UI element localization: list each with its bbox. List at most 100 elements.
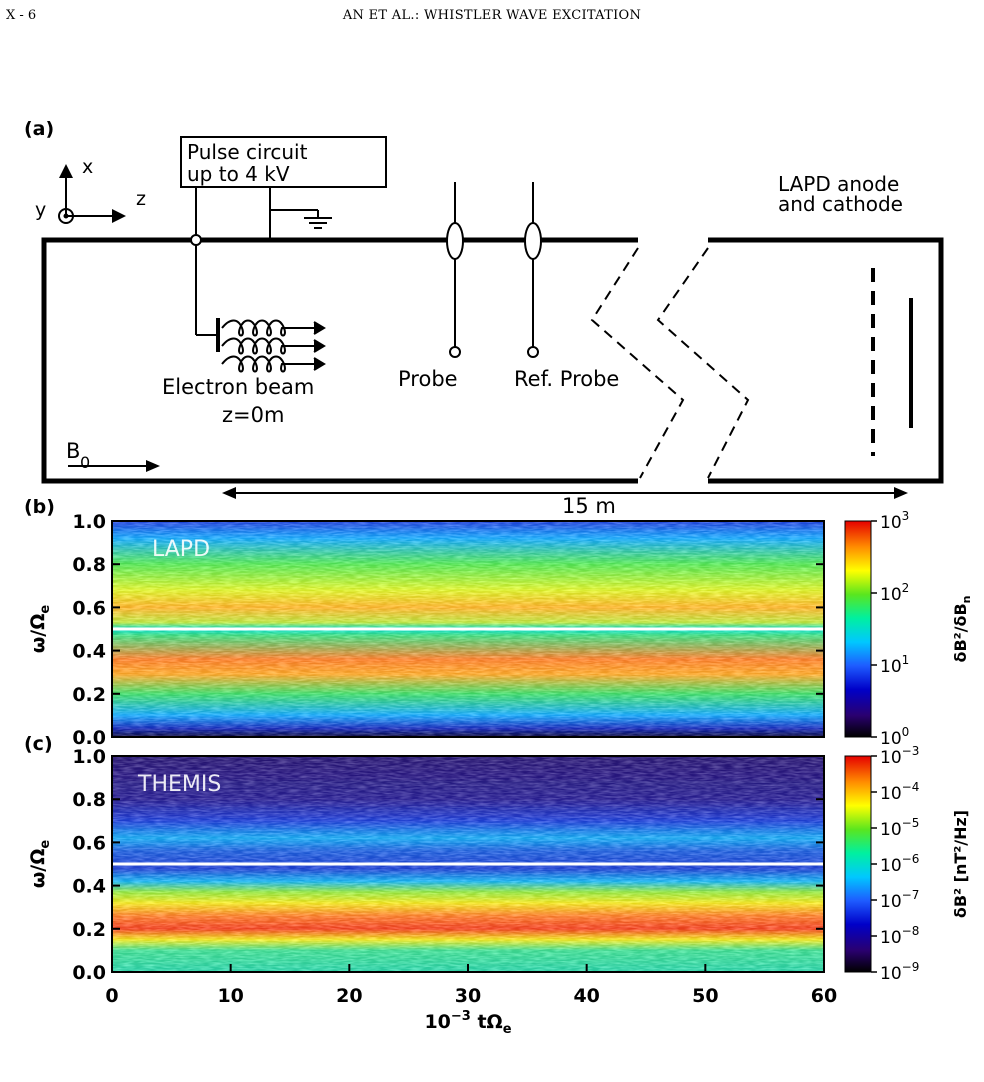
y-label-sub-b: e	[38, 605, 53, 614]
cbar-tick-label-c: 10−6	[880, 852, 919, 876]
cbar-tick-base: 10	[880, 892, 902, 912]
b0-arrow-icon	[68, 460, 160, 472]
pulse-circuit-label-1: Pulse circuit	[187, 140, 308, 164]
cbar-tick-label-b: 103	[880, 509, 909, 533]
y-ticks-c: 0.0 0.2 0.4 0.6 0.8 1.0	[72, 746, 824, 984]
y-tick-label-b: 0.4	[72, 641, 106, 663]
panel-c-label: (c)	[24, 733, 53, 755]
svg-text:δB²/δBn: δB²/δBn	[951, 595, 973, 662]
x-tick-label: 10	[217, 985, 243, 1007]
length-arrow-icon	[222, 487, 908, 499]
y-tick-label-c: 0.6	[72, 832, 106, 854]
colorbar-label-c: δB² [nT²/Hz]	[951, 810, 970, 918]
cbar-tick-label-b: 102	[880, 581, 909, 605]
cbar-tick-label-c: 10−8	[880, 924, 919, 948]
cbar-tick-exp: −3	[902, 744, 920, 758]
colorbar-label-b: δB²/δBn	[951, 595, 973, 662]
cbar-label-b: δB²/δB	[951, 603, 970, 662]
y-tick-label-c: 0.4	[72, 876, 106, 898]
cbar-tick-label-c: 10−9	[880, 960, 919, 984]
ref-probe-icon	[524, 182, 542, 358]
axis-z-label: z	[136, 188, 146, 210]
cbar-tick-exp: −5	[902, 816, 920, 830]
colorbar-ticks-c: 10−910−810−710−610−510−410−3	[871, 744, 919, 984]
anode-label-1: LAPD anode	[778, 172, 899, 196]
y-label-sub-c: e	[38, 840, 53, 849]
x-label-tail: tΩ	[471, 1011, 503, 1033]
panel-c-themis: (c) THEMIS 0.0 0.2 0.4 0.6 0.8 1.0 0 10 20 30 40 5…	[24, 733, 970, 1037]
cbar-tick-base: 10	[880, 585, 902, 605]
cbar-tick-label-c: 10−4	[880, 780, 919, 804]
anode-label-2: and cathode	[778, 192, 903, 216]
cbar-tick-exp: −4	[902, 780, 920, 794]
cbar-tick-exp: 2	[902, 581, 910, 595]
y-tick-label-b: 0.6	[72, 597, 106, 619]
circuit-wiring	[195, 187, 319, 352]
x-tick-label: 60	[811, 985, 837, 1007]
y-tick-label-c: 1.0	[72, 746, 106, 768]
x-tick-label: 30	[455, 985, 481, 1007]
cbar-tick-exp: 3	[902, 509, 910, 523]
ref-probe-label: Ref. Probe	[514, 367, 619, 391]
cbar-tick-label-b: 100	[880, 725, 909, 749]
x-label-base: 10	[424, 1011, 450, 1033]
x-tick-label: 20	[336, 985, 362, 1007]
panel-a-label: (a)	[24, 118, 54, 140]
coordinate-axes	[58, 164, 126, 224]
z-position-label: z=0m	[222, 403, 284, 427]
y-axis-label-b: ω/Ωe	[27, 605, 53, 654]
electron-beam-label: Electron beam	[162, 375, 314, 399]
cbar-tick-base: 10	[880, 657, 902, 677]
probe-label: Probe	[398, 367, 458, 391]
y-label-c: ω/Ω	[27, 849, 49, 889]
b0-subscript: 0	[80, 453, 90, 472]
pulse-circuit-box	[180, 136, 387, 188]
page-number: X - 6	[6, 8, 37, 23]
cbar-tick-base: 10	[880, 820, 902, 840]
cbar-tick-label-c: 10−7	[880, 888, 919, 912]
x-axis-label: 10−3 tΩe	[424, 1009, 511, 1037]
cbar-tick-label-c: 10−5	[880, 816, 919, 840]
x-label-exp: −3	[451, 1009, 471, 1024]
x-tick-label: 0	[105, 985, 118, 1007]
electron-beam-icon	[221, 319, 326, 373]
feedthrough-icon	[190, 234, 202, 246]
y-tick-label-c: 0.2	[72, 919, 106, 941]
axis-y-label: y	[35, 199, 46, 221]
cbar-tick-base: 10	[880, 729, 902, 749]
pulse-circuit-label-2: up to 4 kV	[187, 162, 290, 186]
colorbar-c	[844, 755, 872, 973]
chamber-outline	[41, 237, 944, 484]
axis-x-label: x	[82, 156, 93, 178]
panel-b-label: (b)	[24, 496, 55, 518]
y-axis-label-c: ω/Ωe	[27, 840, 53, 889]
b0-label: B	[66, 439, 80, 463]
cbar-tick-exp: −8	[902, 924, 920, 938]
y-tick-label-b: 0.0	[72, 727, 106, 749]
cbar-tick-exp: 0	[902, 725, 910, 739]
cbar-tick-exp: 1	[902, 653, 910, 667]
y-tick-label-c: 0.8	[72, 789, 106, 811]
themis-title: THEMIS	[137, 772, 221, 797]
ground-icon	[304, 217, 332, 229]
cbar-tick-base: 10	[880, 784, 902, 804]
cbar-tick-base: 10	[880, 513, 902, 533]
cbar-tick-base: 10	[880, 928, 902, 948]
x-tick-label: 50	[692, 985, 718, 1007]
plot-frame-b	[111, 520, 825, 738]
probe-icon	[446, 182, 464, 358]
y-tick-label-b: 0.8	[72, 554, 106, 576]
chamber-break	[590, 247, 750, 479]
colorbar-b	[844, 520, 872, 738]
cbar-label-c: δB² [nT²/Hz]	[951, 810, 970, 918]
y-tick-label-b: 0.2	[72, 684, 106, 706]
running-title: AN ET AL.: WHISTLER WAVE EXCITATION	[342, 8, 642, 23]
x-tick-label: 40	[573, 985, 599, 1007]
cbar-tick-exp: −6	[902, 852, 920, 866]
lapd-title: LAPD	[152, 537, 210, 562]
cbar-tick-base: 10	[880, 856, 902, 876]
length-label: 15 m	[562, 494, 616, 518]
panel-a-schematic: (a) x y z Pulse circuit up to 4 kV	[24, 118, 944, 518]
y-ticks-b: 0.0 0.2 0.4 0.6 0.8 1.0	[72, 511, 824, 749]
